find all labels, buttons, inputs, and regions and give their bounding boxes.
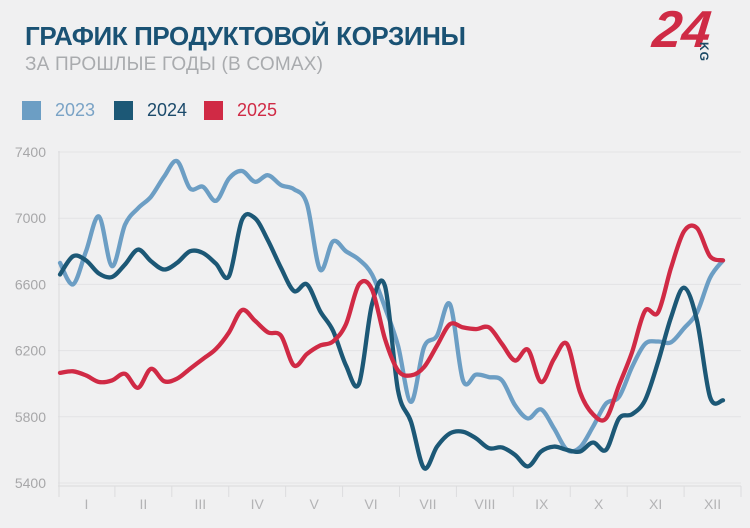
month-label: X [594, 496, 604, 512]
y-axis-label: 6600 [15, 276, 46, 292]
series-line-2025 [57, 223, 726, 423]
y-axis-label: 5800 [15, 409, 46, 425]
month-label: V [309, 496, 319, 512]
legend-label-2024: 2024 [147, 100, 188, 120]
legend-item-2025: 2025 [204, 101, 277, 120]
month-label: XII [704, 496, 721, 512]
month-label: II [139, 496, 147, 512]
month-label: IV [251, 496, 265, 512]
month-label: VII [419, 496, 436, 512]
y-axis-label: 5400 [15, 475, 46, 491]
page-subtitle: ЗА ПРОШЛЫЕ ГОДЫ (В СОМАХ) [25, 54, 324, 75]
legend-swatch-2025 [204, 101, 223, 120]
page-title: ГРАФИК ПРОДУКТОВОЙ КОРЗИНЫ [25, 21, 466, 51]
y-axis-label: 7000 [15, 210, 46, 226]
legend-swatch-2024 [114, 101, 133, 120]
legend-item-2023: 2023 [22, 101, 95, 120]
series-line-2024 [57, 211, 726, 471]
month-label: VIII [474, 496, 495, 512]
legend-swatch-2023 [22, 101, 41, 120]
month-label: III [194, 496, 206, 512]
month-label: I [85, 496, 89, 512]
y-axis-label: 7400 [15, 144, 46, 160]
month-label: XI [649, 496, 662, 512]
month-label: IX [535, 496, 549, 512]
y-axis-label: 6200 [15, 343, 46, 359]
legend-item-2024: 2024 [114, 101, 187, 120]
month-label: VI [364, 496, 377, 512]
series-line-2023 [57, 158, 726, 454]
legend-label-2025: 2025 [237, 100, 278, 120]
legend-label-2023: 2023 [55, 100, 96, 120]
